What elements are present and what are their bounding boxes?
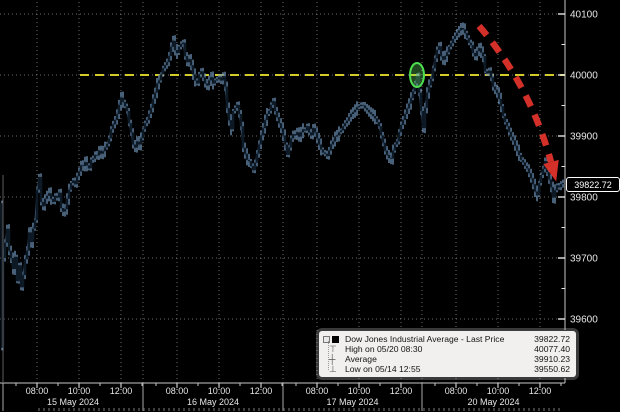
x-axis-time-label: 10:00 (208, 386, 231, 396)
y-axis-label: 39600 (570, 315, 598, 326)
footer-cutoff-text (38, 408, 560, 411)
y-axis-label: 39800 (570, 193, 598, 204)
price-series-bodies (0, 28, 565, 348)
last-price-value: 39822.72 (574, 179, 612, 190)
y-axis-label: 39700 (570, 254, 598, 265)
day-separators (2, 175, 423, 411)
series-color-swatch (332, 335, 339, 343)
legend-label: Dow Jones Industrial Average - Last Pric… (345, 334, 505, 344)
legend-label: High on 05/20 08:30 (345, 344, 423, 354)
x-axis-time-label: 08:00 (166, 386, 189, 396)
x-axis-time-label: 12:00 (110, 386, 133, 396)
x-axis-time-label: 10:00 (68, 386, 91, 396)
red-arrow-head-icon (543, 159, 559, 182)
green-circle-annotation (409, 62, 425, 88)
legend-row: ⊤ High on 05/20 08:30 40077.40 (323, 344, 570, 354)
series-swatch-icon (323, 335, 345, 343)
legend-box: Dow Jones Industrial Average - Last Pric… (318, 330, 577, 378)
x-axis-time-label: 12:00 (250, 386, 273, 396)
legend-row: ┼ Average 39910.23 (323, 354, 570, 364)
x-axis-date-label: 15 May 2024 (47, 397, 99, 407)
legend-label: Low on 05/14 12:55 (345, 364, 421, 374)
y-axis-label: 40000 (570, 71, 598, 82)
axis-labels: 40100 40000 39900 39800 39700 39600 08:00 10:00… (26, 10, 599, 408)
x-axis-time-label: 10:00 (487, 386, 510, 396)
legend-value: 40077.40 (534, 344, 570, 354)
vertical-gridlines (36, 2, 541, 383)
red-arrow-shaft (476, 23, 555, 163)
legend-row: ⊥ Low on 05/14 12:55 39550.62 (323, 364, 570, 374)
tree-expander-icon (323, 335, 330, 343)
x-axis-time-label: 10:00 (348, 386, 371, 396)
legend-marker-icon: ┼ (329, 354, 336, 364)
green-circle-icon (409, 62, 425, 88)
legend-value: 39550.62 (534, 364, 570, 374)
x-axis-date-label: 20 May 2024 (467, 397, 519, 407)
y-axis-label: 40100 (570, 10, 598, 21)
y-axis-label: 39900 (570, 132, 598, 143)
x-axis-time-label: 08:00 (306, 386, 329, 396)
x-axis-time-label: 08:00 (445, 386, 468, 396)
x-axis-date-label: 17 May 2024 (326, 397, 378, 407)
legend-marker-icon: ⊥ (329, 364, 337, 374)
red-arrow-annotation (476, 23, 559, 182)
last-price-flag: 39822.72 (566, 177, 620, 192)
legend-row: Dow Jones Industrial Average - Last Pric… (323, 334, 570, 344)
legend-label: Average (345, 354, 377, 364)
x-axis-time-label: 12:00 (529, 386, 552, 396)
legend-marker-icon: ⊤ (329, 344, 337, 354)
x-axis-date-label: 16 May 2024 (187, 397, 239, 407)
legend-value: 39822.72 (534, 334, 570, 344)
x-axis-time-label: 12:00 (390, 386, 413, 396)
x-axis-time-label: 08:00 (26, 386, 49, 396)
legend-value: 39910.23 (534, 354, 570, 364)
